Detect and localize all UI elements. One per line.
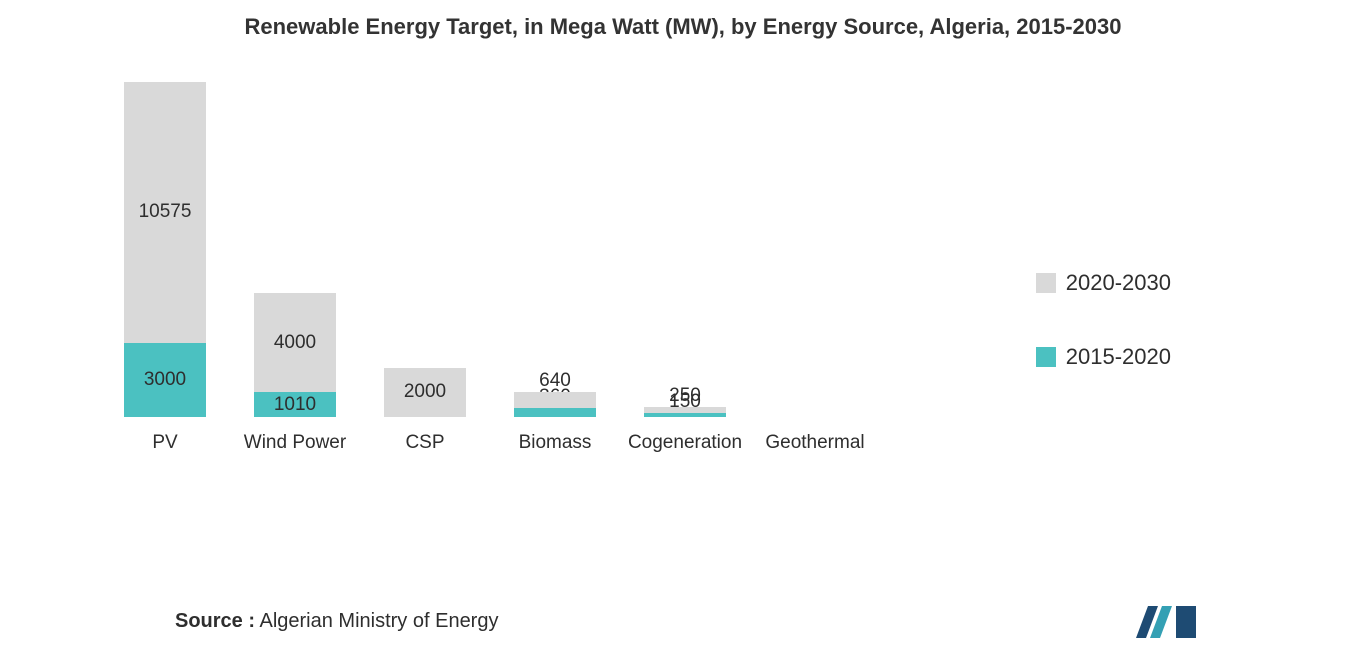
chart-container: Renewable Energy Target, in Mega Watt (M… <box>0 0 1366 655</box>
bar-value-label: 4000 <box>274 332 316 354</box>
bar-stack: 3000 10575 <box>124 82 206 417</box>
legend: 2020-2030 2015-2020 <box>1036 270 1171 418</box>
bar-value-label: 250 <box>669 385 701 407</box>
bar-value-label: 2000 <box>404 381 446 403</box>
bar-stack: 360640 <box>514 392 596 417</box>
legend-label: 2015-2020 <box>1066 344 1171 370</box>
bar-segment: 3000 <box>124 343 206 417</box>
category-col <box>750 82 880 417</box>
category-col: 1010 4000 <box>230 82 360 417</box>
x-axis-label: Geothermal <box>750 432 880 454</box>
bar-value-label: 1010 <box>274 394 316 416</box>
bar-segment: 4000 <box>254 293 336 392</box>
bar-value-label: 3000 <box>144 369 186 391</box>
bar-segment: 10575 <box>124 82 206 343</box>
category-col: 360640 <box>490 82 620 417</box>
x-axis-label: Cogeneration <box>620 432 750 454</box>
legend-label: 2020-2030 <box>1066 270 1171 296</box>
source-label: Source : <box>175 610 255 632</box>
bar-segment: 360 <box>514 408 596 417</box>
x-axis-label: Wind Power <box>230 432 360 454</box>
bar-segment: 250 <box>644 407 726 413</box>
bar-stack: 1010 4000 <box>254 293 336 417</box>
plot-area: 300010575101040002000360640150250 <box>100 82 890 417</box>
bar-segment: 1010 <box>254 392 336 417</box>
source-line: Source : Algerian Ministry of Energy <box>175 610 498 633</box>
bar-value-label: 10575 <box>139 201 192 223</box>
bar-value-label: 640 <box>539 370 571 392</box>
brand-logo <box>1136 606 1196 643</box>
legend-item: 2020-2030 <box>1036 270 1171 296</box>
source-text: Algerian Ministry of Energy <box>255 610 498 632</box>
bar-stack: 2000 <box>384 368 466 417</box>
x-axis-label: Biomass <box>490 432 620 454</box>
legend-swatch <box>1036 273 1056 293</box>
x-axis-label: CSP <box>360 432 490 454</box>
legend-item: 2015-2020 <box>1036 344 1171 370</box>
legend-swatch <box>1036 347 1056 367</box>
category-col: 2000 <box>360 82 490 417</box>
category-col: 3000 10575 <box>100 82 230 417</box>
x-axis-label: PV <box>100 432 230 454</box>
x-axis-labels: PVWind PowerCSPBiomassCogenerationGeothe… <box>100 432 890 454</box>
chart-title: Renewable Energy Target, in Mega Watt (M… <box>0 0 1366 40</box>
bar-segment: 150 <box>644 413 726 417</box>
bar-segment: 2000 <box>384 368 466 417</box>
bar-stack: 150250 <box>644 407 726 417</box>
bar-segment: 640 <box>514 392 596 408</box>
category-col: 150250 <box>620 82 750 417</box>
